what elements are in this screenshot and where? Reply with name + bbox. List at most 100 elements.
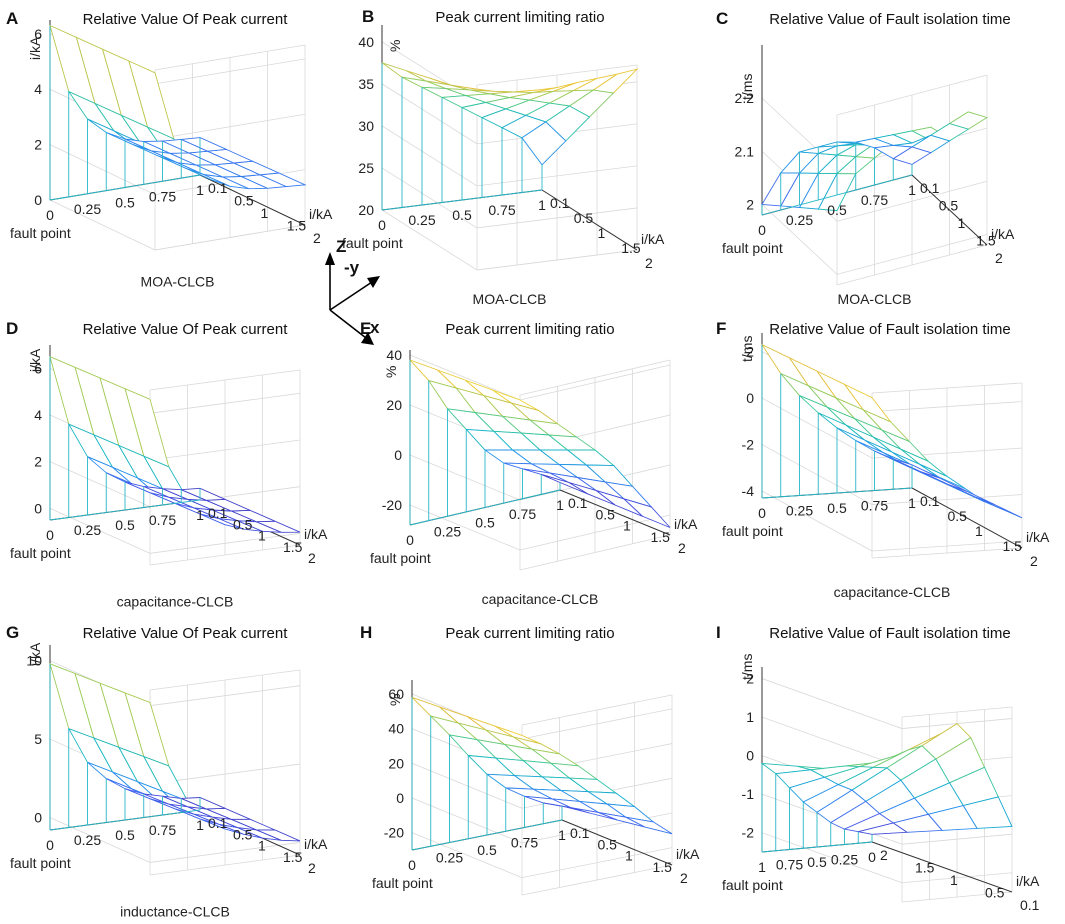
- y-tick-label: 1.5: [287, 218, 307, 234]
- surface-patch: [521, 121, 567, 166]
- surface: [49, 663, 301, 842]
- front-axis-label: fault point: [10, 225, 71, 241]
- front-axis-label: fault point: [722, 240, 783, 256]
- grid-line: [761, 490, 873, 552]
- grid-line: [521, 708, 673, 740]
- z-tick-label: 30: [358, 118, 374, 134]
- panel-title: Relative Value of Fault isolation time: [769, 625, 1011, 642]
- z-axis-label: %: [383, 366, 399, 378]
- grid-line: [409, 354, 521, 401]
- x-tick-label: 0.5: [807, 854, 827, 870]
- x-arrowhead: [361, 332, 374, 345]
- surface-patch: [181, 797, 226, 810]
- x-axis-label: capacitance-CLCB: [834, 584, 951, 600]
- x-tick-label: 0.5: [115, 827, 135, 843]
- z-ticks: -20 0 20 40 60: [384, 686, 404, 841]
- y-tick-label: 1.5: [915, 860, 935, 876]
- z-arrowhead: [325, 252, 335, 265]
- x-tick-label: 1: [558, 827, 566, 843]
- z-tick-label: 4: [34, 81, 42, 97]
- z-tick-label: 2: [746, 196, 754, 212]
- panel-title: Relative Value Of Peak current: [83, 321, 289, 338]
- z-tick-label: 20: [388, 755, 404, 771]
- z-arrow-label: Z: [336, 237, 346, 256]
- grid-line: [476, 165, 638, 187]
- z-axis-label: i/kA: [27, 348, 43, 372]
- x-tick-label: 0: [378, 217, 386, 233]
- x-tick-label: 0: [46, 837, 54, 853]
- grid-line: [761, 678, 903, 729]
- x-tick-label: 0.25: [436, 850, 463, 866]
- front-axis-label: fault point: [10, 855, 71, 871]
- x-ticks: 0 0.25 0.5 0.75 1: [46, 507, 204, 543]
- x-tick-label: 0.25: [74, 832, 101, 848]
- curtain-base: [381, 189, 543, 211]
- z-tick-label: 4: [34, 407, 42, 423]
- y-arrow-label: -y: [344, 258, 360, 277]
- z-axis-label: %: [387, 40, 403, 52]
- front-axis-label: fault point: [722, 523, 783, 539]
- y-tick-label: 0.1: [550, 195, 570, 211]
- surface-curtain: [49, 356, 201, 521]
- y-ticks: 0.1 0.5 1 1.5 2: [880, 847, 1040, 913]
- surface: [381, 62, 639, 166]
- grid-line: [49, 507, 151, 554]
- surface-curtain: [49, 25, 201, 201]
- grid-line: [149, 685, 301, 707]
- grid-line: [381, 167, 478, 229]
- y-tick-label: 2: [1030, 553, 1038, 569]
- curtain-base: [761, 487, 913, 499]
- x-tick-label: 0: [868, 849, 876, 865]
- y-tick-label: 0.1: [208, 815, 228, 831]
- x-tick-label: 1: [908, 495, 916, 511]
- grid-line: [154, 113, 306, 140]
- curtain-base: [411, 819, 563, 851]
- grid-line: [49, 817, 151, 863]
- y-tick-label: 0.5: [574, 210, 594, 226]
- y-tick-label: 1.5: [283, 539, 303, 555]
- panel-c: C Relative Value of Fault isolation time 2…: [716, 9, 1015, 307]
- surface-patch: [919, 463, 967, 490]
- x-tick-label: 0.75: [509, 506, 536, 522]
- y-tick-label: 1: [261, 205, 269, 221]
- y-tick-label: 0.5: [939, 198, 959, 214]
- y-tick-label: 0.1: [568, 495, 588, 511]
- z-tick-label: 2: [746, 671, 754, 687]
- grid-line: [836, 233, 988, 275]
- x-axis-label: capacitance-CLCB: [482, 591, 599, 607]
- z-tick-label: 10: [26, 653, 42, 669]
- y-tick-label: 0.1: [570, 825, 590, 841]
- x-tick-label: 0.25: [74, 201, 101, 217]
- x-tick-label: 0.75: [149, 188, 176, 204]
- x-tick-label: 0: [406, 532, 414, 548]
- x-tick-label: 0.5: [475, 515, 495, 531]
- z-ticks: 2 2.1 2.2: [735, 90, 755, 212]
- y-arrow: [329, 281, 373, 311]
- x-tick-label: 0.25: [408, 212, 435, 228]
- surface-curtain: [49, 663, 201, 831]
- y-axis-line: [199, 174, 306, 226]
- panel-d: D Relative Value Of Peak current 0 2 4 6 0 0.25…: [6, 319, 328, 610]
- z-ticks: 20 25 30 35 40: [358, 34, 374, 218]
- surface-curtain: [761, 141, 913, 216]
- surface: [409, 359, 671, 528]
- grid-line: [149, 439, 301, 461]
- z-tick-label: -20: [384, 825, 404, 841]
- z-axis-label: i/kA: [27, 642, 43, 666]
- panel-title: Relative Value Of Peak current: [83, 625, 289, 642]
- x-axis-label: MOA-CLCB: [473, 291, 547, 307]
- x-tick-label: 0.25: [74, 522, 101, 538]
- surface-curtain: [381, 62, 543, 211]
- z-tick-label: 0: [34, 192, 42, 208]
- panel-letter: H: [360, 623, 372, 642]
- z-tick-label: 2.2: [735, 90, 755, 106]
- y-axis-line: [911, 174, 988, 246]
- z-tick-label: 40: [388, 721, 404, 737]
- surface-patch: [541, 473, 588, 495]
- grid-line: [871, 401, 1023, 412]
- z-tick-label: 0: [34, 809, 42, 825]
- grid-line: [836, 180, 988, 222]
- z-tick-label: -1: [742, 786, 755, 802]
- surface-patch: [892, 146, 932, 165]
